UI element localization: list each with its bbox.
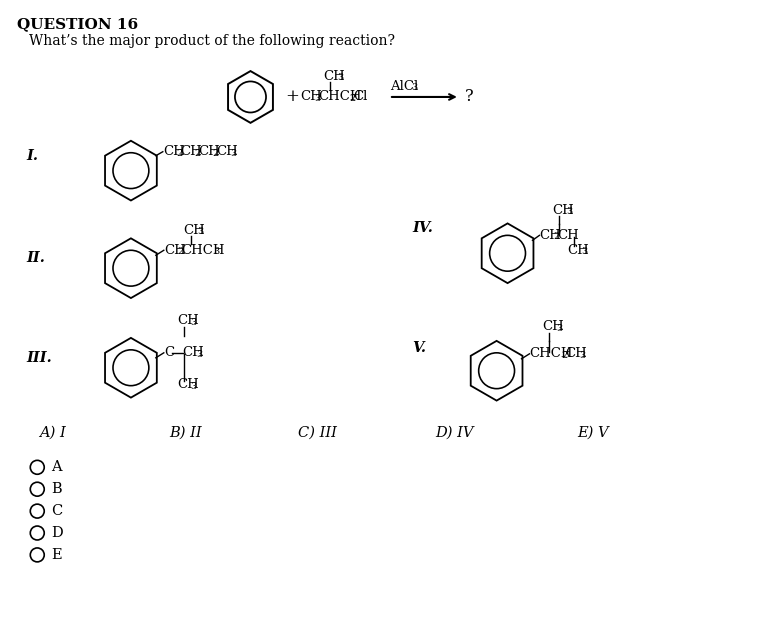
Text: CH: CH bbox=[539, 229, 561, 242]
Text: CH: CH bbox=[183, 224, 205, 237]
Text: 3: 3 bbox=[190, 382, 197, 391]
Text: 3: 3 bbox=[197, 350, 203, 359]
Text: CH: CH bbox=[324, 70, 345, 83]
Text: CH: CH bbox=[163, 145, 184, 158]
Text: CH: CH bbox=[164, 244, 186, 257]
Text: IV.: IV. bbox=[412, 221, 433, 235]
Text: 2: 2 bbox=[349, 94, 355, 103]
Text: +: + bbox=[286, 88, 300, 105]
Text: I.: I. bbox=[26, 149, 38, 163]
Text: D: D bbox=[51, 526, 63, 540]
Text: 2: 2 bbox=[176, 149, 183, 158]
Text: 2: 2 bbox=[553, 232, 560, 241]
Text: CH: CH bbox=[176, 315, 198, 328]
Text: C: C bbox=[51, 504, 63, 518]
Text: CH: CH bbox=[567, 244, 589, 257]
Text: 3: 3 bbox=[197, 227, 204, 236]
Text: CH: CH bbox=[199, 145, 221, 158]
Text: C: C bbox=[164, 346, 174, 359]
Text: B: B bbox=[51, 482, 62, 496]
Text: 3: 3 bbox=[231, 149, 237, 158]
Text: E: E bbox=[51, 548, 62, 562]
Text: What’s the major product of the following reaction?: What’s the major product of the followin… bbox=[29, 34, 396, 48]
Text: CH: CH bbox=[183, 346, 204, 359]
Text: AlCl: AlCl bbox=[390, 80, 418, 92]
Text: 3: 3 bbox=[337, 73, 344, 82]
Text: V.: V. bbox=[412, 341, 426, 355]
Text: CH: CH bbox=[217, 145, 238, 158]
Text: Cl: Cl bbox=[353, 90, 368, 103]
Text: CH: CH bbox=[565, 347, 587, 360]
Text: CHCH: CHCH bbox=[318, 90, 361, 103]
Text: B) II: B) II bbox=[169, 426, 201, 439]
Text: CH: CH bbox=[557, 229, 579, 242]
Text: 3: 3 bbox=[190, 318, 197, 327]
Text: ?: ? bbox=[464, 88, 474, 105]
Text: II.: II. bbox=[26, 251, 45, 265]
Text: 2: 2 bbox=[195, 149, 201, 158]
Text: CH: CH bbox=[553, 204, 574, 217]
Text: E) V: E) V bbox=[577, 426, 609, 439]
Text: 3: 3 bbox=[567, 207, 573, 216]
Text: CH: CH bbox=[176, 378, 198, 391]
Text: 3: 3 bbox=[557, 324, 563, 333]
Text: 3: 3 bbox=[411, 83, 417, 92]
Text: 3: 3 bbox=[581, 247, 587, 256]
Text: CH: CH bbox=[543, 320, 564, 333]
Text: 3: 3 bbox=[314, 94, 320, 103]
Text: A: A bbox=[51, 460, 62, 474]
Text: 2: 2 bbox=[178, 247, 184, 256]
Text: 2: 2 bbox=[561, 351, 567, 360]
Text: CH: CH bbox=[300, 90, 322, 103]
Text: 2: 2 bbox=[213, 149, 219, 158]
Text: 3: 3 bbox=[579, 351, 586, 360]
Text: CH: CH bbox=[181, 145, 203, 158]
Text: III.: III. bbox=[26, 351, 52, 365]
Text: A) I: A) I bbox=[39, 426, 66, 439]
Text: C) III: C) III bbox=[298, 426, 337, 439]
Text: D) IV: D) IV bbox=[435, 426, 474, 439]
Text: CHCH: CHCH bbox=[529, 347, 573, 360]
Text: 3: 3 bbox=[214, 247, 220, 256]
Text: CHCH: CHCH bbox=[182, 244, 225, 257]
Text: QUESTION 16: QUESTION 16 bbox=[17, 17, 139, 31]
